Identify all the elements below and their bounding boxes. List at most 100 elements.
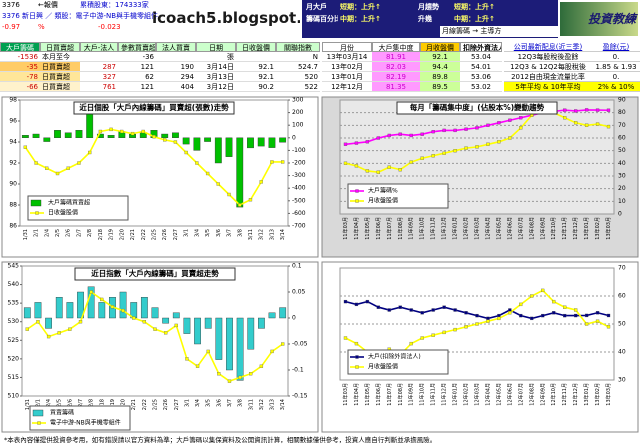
x-tick-label: 11年11月 xyxy=(430,383,437,406)
x-tick-label: 12年01月 xyxy=(452,383,459,406)
table-cell: 524.7 xyxy=(276,62,320,72)
table-cell: 121 xyxy=(118,82,156,92)
marker xyxy=(453,149,457,153)
table-cell: 121 xyxy=(118,62,156,72)
marker xyxy=(121,308,125,313)
bar xyxy=(247,317,255,350)
marker xyxy=(238,375,242,380)
marker xyxy=(365,140,370,144)
marker xyxy=(497,313,501,318)
x-tick-label: 3/4 xyxy=(194,229,200,237)
marker xyxy=(420,156,424,160)
y2-tick-label: 0 xyxy=(292,315,296,322)
table-cell: 日買賣超 xyxy=(40,62,80,72)
bar xyxy=(183,317,191,334)
bar xyxy=(64,132,72,138)
x-tick-label: 3/7 xyxy=(227,399,233,407)
x-tick-label: 2/4 xyxy=(46,399,52,407)
x-tick-label: 2/6 xyxy=(67,399,73,407)
price-change: -0.97 xyxy=(2,23,21,31)
table-cell: 294 xyxy=(156,72,196,82)
bar xyxy=(258,317,265,329)
marker xyxy=(109,127,113,132)
marker xyxy=(595,319,600,323)
marker xyxy=(248,198,253,202)
table-cell: N xyxy=(276,52,320,62)
table-cell: 62 xyxy=(118,72,156,82)
y-tick-label: 60 xyxy=(618,135,626,142)
table-cell: 13年02月 xyxy=(322,62,372,72)
x-tick-label: 11年06月 xyxy=(375,217,382,240)
marker xyxy=(573,109,578,113)
x-tick-label: 12年10月 xyxy=(550,217,557,240)
marker xyxy=(475,313,479,318)
table-cell: 12年12月 xyxy=(322,82,372,92)
marker xyxy=(77,161,81,165)
bar xyxy=(107,135,115,138)
x-tick-label: 2/7 xyxy=(78,399,84,407)
marker xyxy=(573,313,578,318)
table-header: 大戶-法人 xyxy=(80,42,118,52)
site-title: icoach5.blogspot.com xyxy=(152,9,300,27)
price-change: -0.023 xyxy=(98,23,121,31)
y2-tick-label: -600 xyxy=(292,210,306,217)
marker xyxy=(541,288,545,293)
x-tick-label: 2/19 xyxy=(109,229,115,240)
x-tick-label: 11年09月 xyxy=(408,217,415,240)
x-tick-label: 2/5 xyxy=(57,399,63,407)
bar xyxy=(268,312,276,319)
bar xyxy=(140,297,148,319)
price-change: % xyxy=(38,23,45,31)
marker xyxy=(195,161,199,165)
bar xyxy=(162,317,170,324)
marker xyxy=(270,349,274,354)
table-cell: 53.06 xyxy=(460,72,502,82)
marker xyxy=(227,379,232,383)
x-tick-label: 2/8 xyxy=(89,399,95,407)
table-cell: 日買賣超 xyxy=(40,72,80,82)
table-cell: 張 xyxy=(196,52,236,62)
table-cell: 89.8 xyxy=(420,72,460,82)
table-cell: 公司最新配息(近三季) xyxy=(504,42,592,52)
x-tick-label: 12年05月 xyxy=(495,383,502,406)
marker xyxy=(98,129,103,134)
y2-tick-label: 200 xyxy=(292,109,304,116)
y-tick-label: 92 xyxy=(9,160,17,167)
x-tick-label: 2/26 xyxy=(162,229,168,240)
x-tick-label: 13年02月 xyxy=(594,383,601,406)
marker xyxy=(398,132,402,136)
marker xyxy=(280,160,285,164)
marker xyxy=(497,121,501,125)
marker xyxy=(376,170,381,174)
table-cell: 92.1 xyxy=(420,52,460,62)
marker xyxy=(464,325,468,329)
x-tick-label: 3/8 xyxy=(237,229,243,237)
chart-title: 近日指數「大戶內線籌碼」買賣超走勢 xyxy=(91,268,219,278)
y-tick-label: 10 xyxy=(618,198,626,205)
x-tick-label: 3/6 xyxy=(216,399,222,407)
marker xyxy=(584,313,589,318)
legend-label: 大戶籌碼買賣超 xyxy=(48,199,90,207)
marker xyxy=(530,294,534,298)
x-tick-label: 12年12月 xyxy=(572,383,579,406)
marker xyxy=(354,341,359,346)
x-tick-label: 2/7 xyxy=(76,229,82,237)
marker xyxy=(409,160,413,164)
y-tick-label: 510 xyxy=(8,393,20,400)
marker xyxy=(130,131,135,136)
bar xyxy=(279,137,287,143)
marker xyxy=(486,319,490,323)
marker xyxy=(573,121,578,125)
x-tick-label: 2/25 xyxy=(152,229,158,240)
x-tick-label: 12年03月 xyxy=(474,217,481,240)
marker xyxy=(508,118,512,122)
marker xyxy=(216,182,220,186)
table-cell: 3月13日 xyxy=(196,72,236,82)
y2-tick-label: -500 xyxy=(292,197,306,204)
legend-box xyxy=(347,349,449,375)
legend-swatch xyxy=(37,421,41,425)
marker xyxy=(376,305,381,309)
y-tick-label: 94 xyxy=(9,139,17,146)
table-cell: 190 xyxy=(156,62,196,72)
bar xyxy=(66,302,74,319)
